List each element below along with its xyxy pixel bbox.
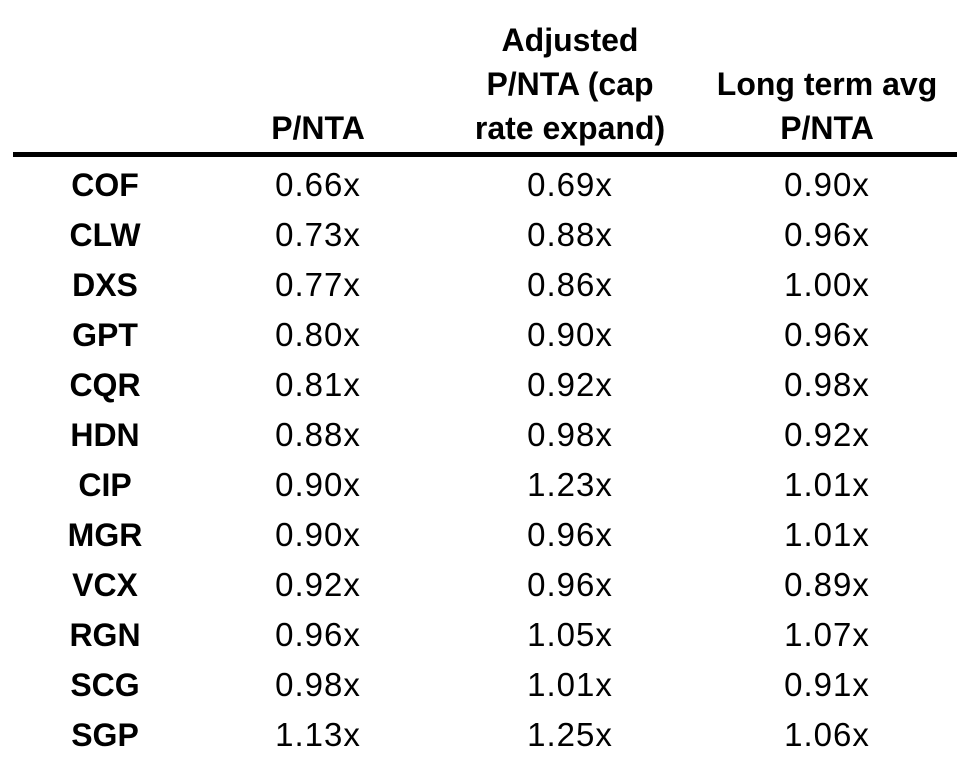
value-cell: 0.92x <box>784 416 870 453</box>
value-cell: 0.86x <box>527 266 613 303</box>
table-row: SGP 1.13x 1.25x 1.06x <box>0 710 980 760</box>
value-cell: 0.89x <box>784 566 870 603</box>
value-cell: 0.90x <box>784 166 870 203</box>
ticker-cell: MGR <box>67 516 143 553</box>
value-cell: 0.96x <box>784 216 870 253</box>
header-label-line: P/NTA <box>780 110 874 146</box>
value-cell: 0.96x <box>784 316 870 353</box>
header-cell-adjusted-pnta: Adjusted P/NTA (cap rate expand) <box>426 18 714 150</box>
header-cell-pnta: P/NTA <box>210 106 426 150</box>
ticker-cell: VCX <box>72 566 138 603</box>
value-cell: 0.69x <box>527 166 613 203</box>
ticker-cell: GPT <box>72 316 138 353</box>
value-cell: 0.73x <box>275 216 361 253</box>
table-row: COF 0.66x 0.69x 0.90x <box>0 160 980 210</box>
value-cell: 0.92x <box>275 566 361 603</box>
ticker-cell: CIP <box>78 466 132 503</box>
table-row: RGN 0.96x 1.05x 1.07x <box>0 610 980 660</box>
ticker-cell: SGP <box>71 716 139 753</box>
value-cell: 1.05x <box>527 616 613 653</box>
ticker-cell: DXS <box>72 266 138 303</box>
ticker-cell: HDN <box>70 416 140 453</box>
value-cell: 0.98x <box>527 416 613 453</box>
value-cell: 0.90x <box>527 316 613 353</box>
value-cell: 1.06x <box>784 716 870 753</box>
table-row: MGR 0.90x 0.96x 1.01x <box>0 510 980 560</box>
value-cell: 0.98x <box>784 366 870 403</box>
table-row: DXS 0.77x 0.86x 1.00x <box>0 260 980 310</box>
ticker-cell: CQR <box>69 366 141 403</box>
value-cell: 0.88x <box>527 216 613 253</box>
ticker-cell: RGN <box>69 616 141 653</box>
ticker-cell: CLW <box>69 216 141 253</box>
ticker-cell: COF <box>71 166 139 203</box>
value-cell: 0.96x <box>527 566 613 603</box>
value-cell: 0.66x <box>275 166 361 203</box>
value-cell: 1.00x <box>784 266 870 303</box>
value-cell: 0.96x <box>275 616 361 653</box>
value-cell: 0.80x <box>275 316 361 353</box>
header-label-line: Adjusted <box>501 22 639 58</box>
value-cell: 1.13x <box>275 716 361 753</box>
header-label: P/NTA <box>271 110 365 146</box>
value-cell: 0.91x <box>784 666 870 703</box>
header-label-line: P/NTA (cap <box>486 66 654 102</box>
header-divider <box>13 152 957 157</box>
value-cell: 1.01x <box>784 516 870 553</box>
value-cell: 0.92x <box>527 366 613 403</box>
table-row: GPT 0.80x 0.90x 0.96x <box>0 310 980 360</box>
ticker-cell: SCG <box>70 666 140 703</box>
value-cell: 0.77x <box>275 266 361 303</box>
header-label-line: Long term avg <box>716 66 938 102</box>
value-cell: 1.25x <box>527 716 613 753</box>
table-row: CQR 0.81x 0.92x 0.98x <box>0 360 980 410</box>
value-cell: 0.90x <box>275 516 361 553</box>
table-row: SCG 0.98x 1.01x 0.91x <box>0 660 980 710</box>
value-cell: 0.90x <box>275 466 361 503</box>
table-body: COF 0.66x 0.69x 0.90x CLW 0.73x 0.88x 0.96x DXS 0… <box>0 157 980 760</box>
value-cell: 0.88x <box>275 416 361 453</box>
value-cell: 0.81x <box>275 366 361 403</box>
table-row: VCX 0.92x 0.96x 0.89x <box>0 560 980 610</box>
header-label-line: rate expand) <box>474 110 666 146</box>
table-row: CLW 0.73x 0.88x 0.96x <box>0 210 980 260</box>
value-cell: 1.01x <box>784 466 870 503</box>
header-cell-long-term-avg-pnta: Long term avg P/NTA <box>714 62 940 150</box>
value-cell: 1.01x <box>527 666 613 703</box>
value-cell: 0.96x <box>527 516 613 553</box>
value-cell: 1.07x <box>784 616 870 653</box>
value-cell: 0.98x <box>275 666 361 703</box>
table-row: CIP 0.90x 1.23x 1.01x <box>0 460 980 510</box>
table-header-row: P/NTA Adjusted P/NTA (cap rate expand) L… <box>0 18 980 150</box>
table-row: HDN 0.88x 0.98x 0.92x <box>0 410 980 460</box>
value-cell: 1.23x <box>527 466 613 503</box>
